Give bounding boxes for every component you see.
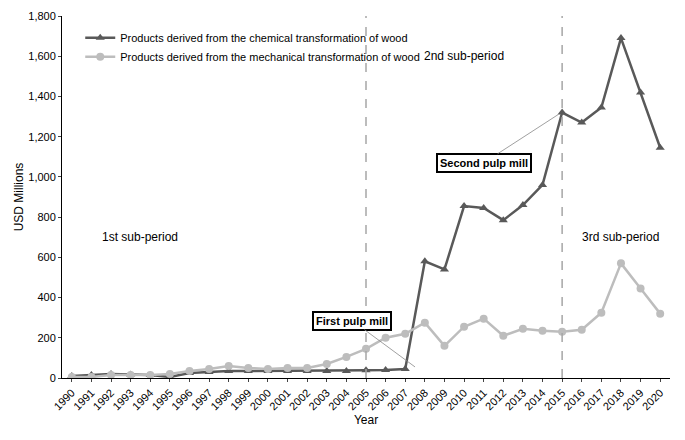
svg-text:2002: 2002 <box>287 387 313 413</box>
svg-text:1998: 1998 <box>208 387 234 413</box>
svg-text:1,200: 1,200 <box>28 131 56 143</box>
svg-text:1st sub-period: 1st sub-period <box>102 230 178 244</box>
svg-text:2004: 2004 <box>326 387 352 413</box>
svg-text:2012: 2012 <box>483 387 509 413</box>
svg-text:600: 600 <box>37 251 55 263</box>
svg-text:2016: 2016 <box>561 387 587 413</box>
svg-text:1994: 1994 <box>130 387 156 413</box>
svg-text:200: 200 <box>37 332 55 344</box>
svg-text:2010: 2010 <box>444 387 470 413</box>
svg-text:3rd sub-period: 3rd sub-period <box>582 230 659 244</box>
svg-text:1993: 1993 <box>110 387 136 413</box>
svg-text:2014: 2014 <box>522 387 548 413</box>
svg-text:2019: 2019 <box>620 387 646 413</box>
svg-text:1999: 1999 <box>228 387 254 413</box>
svg-text:800: 800 <box>37 211 55 223</box>
svg-text:1996: 1996 <box>169 387 195 413</box>
svg-text:1,600: 1,600 <box>28 50 56 62</box>
svg-text:USD Millions: USD Millions <box>12 163 26 232</box>
svg-text:1997: 1997 <box>189 387 215 413</box>
svg-text:2006: 2006 <box>365 387 391 413</box>
svg-text:0: 0 <box>50 372 56 384</box>
svg-text:2007: 2007 <box>385 387 411 413</box>
svg-text:2015: 2015 <box>542 387 568 413</box>
svg-text:First pulp mill: First pulp mill <box>316 315 388 327</box>
svg-text:2005: 2005 <box>346 387 372 413</box>
svg-text:Products derived from the chem: Products derived from the chemical trans… <box>120 32 407 44</box>
svg-text:Year: Year <box>354 413 378 427</box>
svg-text:1,000: 1,000 <box>28 171 56 183</box>
svg-text:2009: 2009 <box>424 387 450 413</box>
svg-text:400: 400 <box>37 291 55 303</box>
svg-text:2018: 2018 <box>600 387 626 413</box>
svg-text:1,400: 1,400 <box>28 90 56 102</box>
svg-text:2008: 2008 <box>404 387 430 413</box>
svg-text:2001: 2001 <box>267 387 293 413</box>
svg-text:1995: 1995 <box>149 387 175 413</box>
svg-text:Second pulp mill: Second pulp mill <box>440 157 528 169</box>
svg-text:1990: 1990 <box>51 387 77 413</box>
svg-text:1992: 1992 <box>91 387 117 413</box>
svg-text:2013: 2013 <box>502 387 528 413</box>
svg-text:Products derived from the mech: Products derived from the mechanical tra… <box>120 51 420 63</box>
svg-text:2003: 2003 <box>306 387 332 413</box>
svg-text:2017: 2017 <box>581 387 607 413</box>
svg-text:2020: 2020 <box>640 387 666 413</box>
svg-text:2nd sub-period: 2nd sub-period <box>424 49 504 63</box>
svg-text:2011: 2011 <box>464 387 489 412</box>
svg-text:2000: 2000 <box>247 387 273 413</box>
svg-text:1,800: 1,800 <box>28 10 56 22</box>
svg-text:1991: 1991 <box>71 387 97 413</box>
